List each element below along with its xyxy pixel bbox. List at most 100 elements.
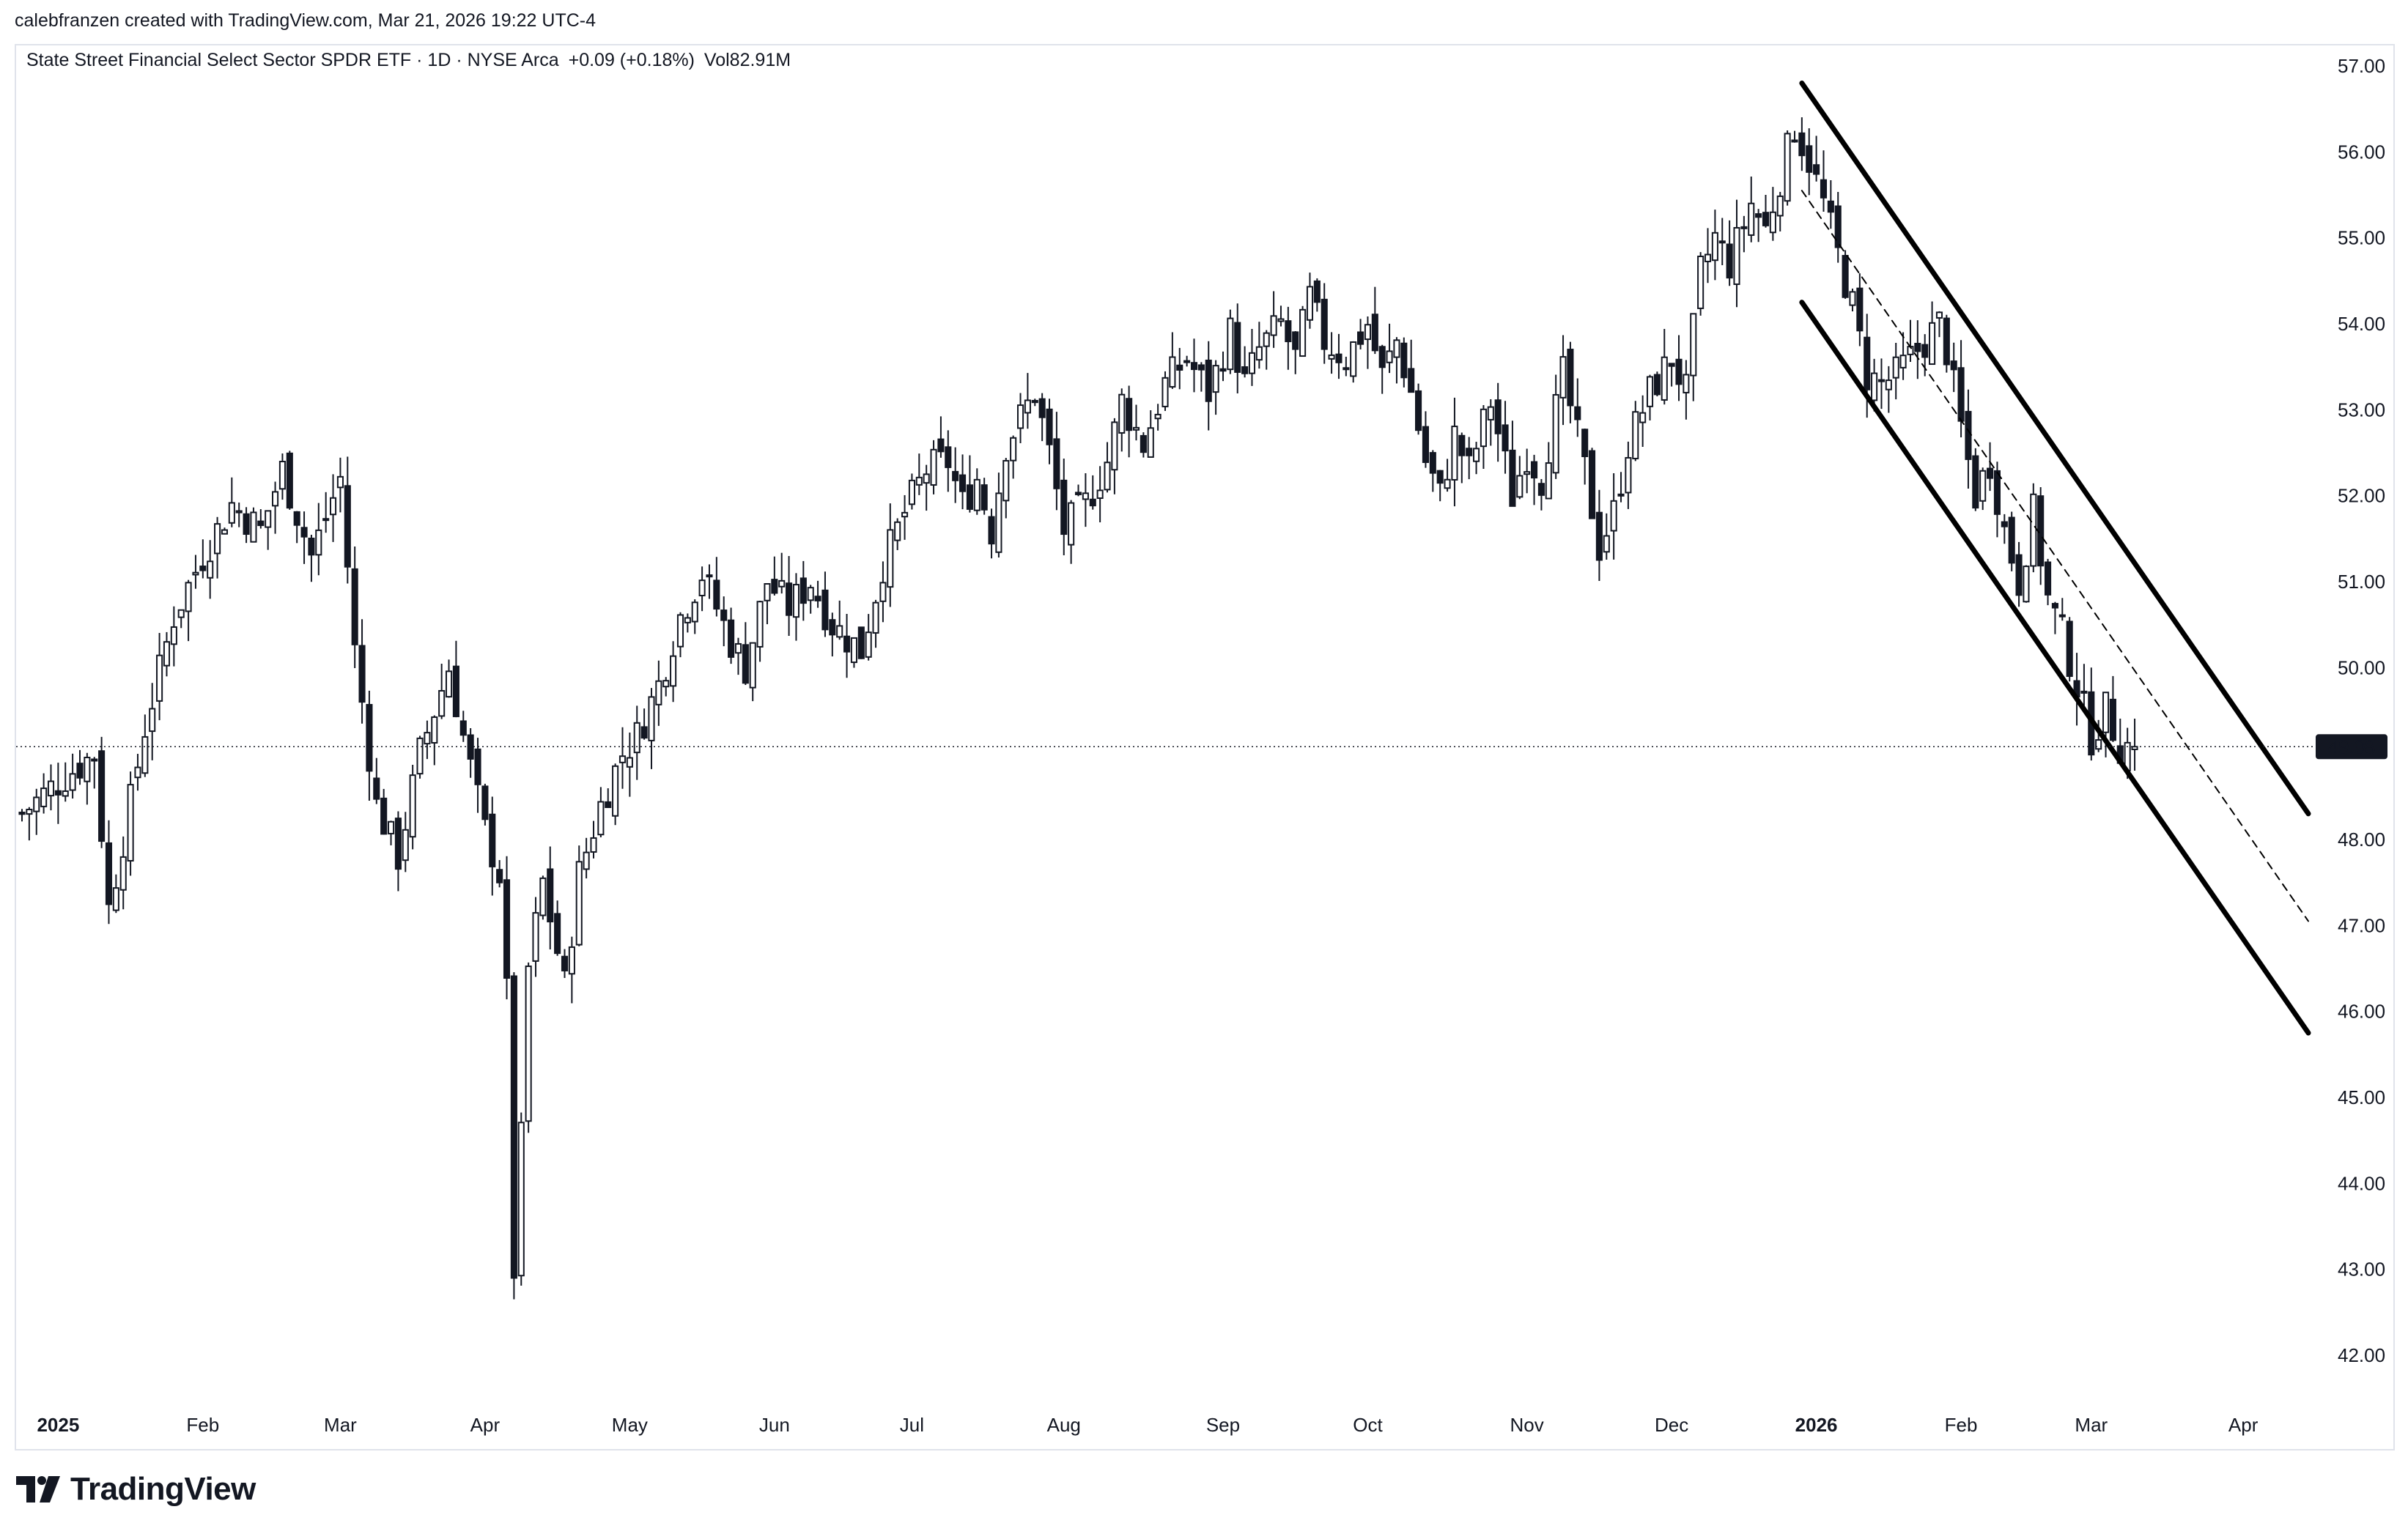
candle <box>1241 346 1249 378</box>
candle <box>1299 305 1307 357</box>
candle <box>105 820 113 925</box>
candle <box>676 612 684 658</box>
channel-lower-line[interactable] <box>1799 300 2311 1036</box>
candle <box>1907 319 1914 363</box>
candle <box>626 732 633 797</box>
price-tick-label: 46.00 <box>2338 1001 2385 1023</box>
candle <box>1784 130 1791 206</box>
candle <box>1024 373 1031 429</box>
candle <box>149 683 156 760</box>
time-tick-label: Jul <box>900 1414 924 1436</box>
time-tick-label: Apr <box>2228 1414 2259 1436</box>
candle <box>1487 399 1494 446</box>
candle <box>2066 617 2073 682</box>
candle <box>655 660 662 726</box>
price-tick-label: 52.00 <box>2338 485 2385 507</box>
time-tick-label: Mar <box>2075 1414 2108 1436</box>
candle <box>1574 378 1581 437</box>
candle <box>98 736 106 848</box>
candle <box>749 642 756 702</box>
candle <box>618 727 627 789</box>
candle <box>799 560 807 621</box>
candle <box>850 637 857 668</box>
candle <box>1524 448 1531 494</box>
candle <box>1111 418 1118 494</box>
time-tick-label: 2026 <box>1795 1414 1838 1436</box>
candle <box>778 552 786 594</box>
candle <box>170 606 177 667</box>
price-axis: 57.00 56.00 55.00 54.00 53.00 52.00 51.00 50.00… <box>2338 55 2385 1366</box>
channel-upper-line[interactable] <box>1799 80 2311 817</box>
candle <box>2030 483 2037 573</box>
candle <box>2023 565 2030 603</box>
candle <box>47 764 55 811</box>
candle <box>1697 252 1705 316</box>
candle <box>235 503 243 527</box>
candle <box>583 837 590 879</box>
candle <box>1748 177 1755 242</box>
candle <box>1929 301 1936 366</box>
candle <box>1176 347 1183 390</box>
candle <box>1371 286 1378 355</box>
candle <box>952 447 959 503</box>
candle <box>1248 329 1256 386</box>
candle <box>662 677 670 697</box>
candle <box>1972 448 1979 511</box>
candle <box>1877 358 1886 410</box>
tradingview-logo[interactable]: TradingView <box>16 1471 256 1508</box>
candle <box>1074 484 1082 497</box>
time-tick-label: May <box>612 1414 648 1436</box>
candle <box>192 555 199 589</box>
candle <box>1046 399 1053 464</box>
candle <box>1147 410 1154 458</box>
candle <box>872 599 879 648</box>
candle <box>1603 513 1610 560</box>
candle <box>1227 309 1234 374</box>
candle <box>1205 341 1212 431</box>
candle <box>1610 473 1617 560</box>
candle <box>351 546 358 668</box>
candle <box>141 714 149 777</box>
candle <box>1306 273 1314 329</box>
candle <box>1161 371 1169 411</box>
candle <box>1466 437 1473 480</box>
candle <box>1545 442 1552 500</box>
candle <box>1856 273 1864 347</box>
candle <box>836 600 843 640</box>
candle <box>1646 374 1654 420</box>
candle <box>1386 323 1393 374</box>
candle <box>1436 470 1444 502</box>
candle <box>250 507 257 543</box>
candle <box>713 557 720 617</box>
candle <box>380 788 388 835</box>
candle <box>1718 218 1726 266</box>
candle <box>1581 429 1589 485</box>
candle <box>69 753 76 799</box>
candle <box>1212 360 1219 415</box>
candle <box>1016 393 1024 444</box>
candle <box>1595 489 1603 582</box>
candle <box>1552 374 1559 479</box>
candle <box>1219 351 1227 382</box>
candle <box>640 708 648 740</box>
candle <box>1002 458 1010 519</box>
candle <box>2080 664 2088 713</box>
candle <box>1328 332 1335 374</box>
candle <box>879 561 887 623</box>
candle <box>1690 313 1697 401</box>
candle <box>756 601 764 662</box>
channel-midline[interactable] <box>1801 190 2309 922</box>
candle <box>1118 388 1126 452</box>
candle <box>322 492 330 533</box>
candle <box>930 440 937 494</box>
candle <box>1993 462 2001 538</box>
candle <box>272 481 279 534</box>
candle <box>1899 332 1907 380</box>
candle <box>1451 397 1458 507</box>
candle <box>706 564 713 599</box>
candle <box>2008 511 2015 571</box>
time-tick-label: Feb <box>186 1414 219 1436</box>
candle <box>525 962 532 1133</box>
candle <box>1834 191 1842 263</box>
